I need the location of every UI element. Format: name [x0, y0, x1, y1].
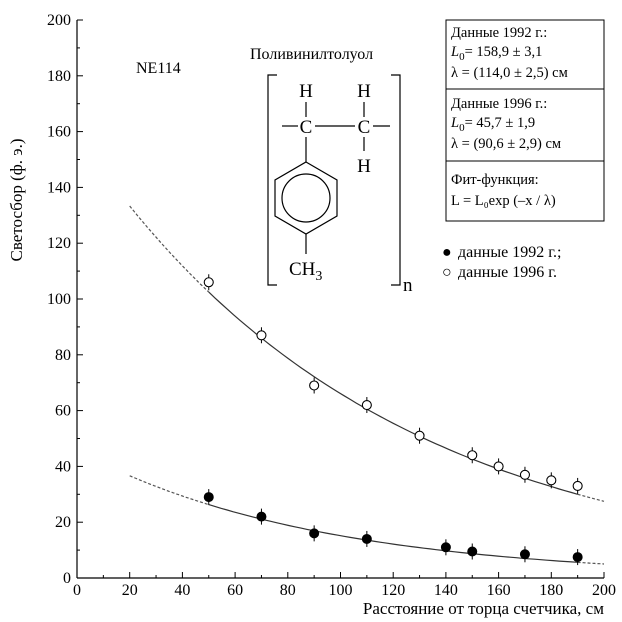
data-points [203, 274, 583, 566]
x-tick-label: 120 [381, 582, 405, 599]
info-box-1996 [445, 88, 605, 162]
legend: ● данные 1992 г.; ○ данные 1996 г. [442, 244, 561, 281]
fit-box-title: Фит-функция: [451, 172, 539, 188]
y-axis-title: Светосбор (ф. э.) [7, 139, 26, 262]
x-tick-label: 180 [539, 582, 563, 599]
benzene-inner-circle [281, 173, 331, 223]
x-tick-label: 80 [280, 582, 296, 599]
x-tick-label: 40 [174, 582, 190, 599]
x-tick-label: 60 [227, 582, 243, 599]
info-box-1992 [445, 19, 605, 90]
x-tick-label: 140 [434, 582, 458, 599]
info-boxes: Данные 1992 г.: L0= 158,9 ± 3,1 λ = (114… [445, 19, 605, 222]
data-point-1992 [309, 528, 320, 539]
legend-marker-1996: ○ [442, 264, 452, 281]
box-1996-title: Данные 1996 г.: [451, 96, 547, 112]
annotation-ne114: NE114 [136, 60, 181, 77]
repeat-n: n [403, 275, 413, 296]
x-tick-label: 200 [592, 582, 616, 599]
methyl-subscript: 3 [315, 269, 322, 284]
data-point-1996 [203, 277, 214, 288]
data-point-1996 [256, 330, 267, 341]
fit-curve-1 [208, 504, 578, 563]
fit-curves [129, 205, 605, 565]
x-tick-label: 20 [122, 582, 138, 599]
polymer-structure: Поливинилтолуол n H H C C H CH3 [250, 46, 413, 296]
x-axis-title: Расстояние от торца счетчика, см [363, 599, 604, 618]
material-name: Поливинилтолуол [250, 46, 373, 63]
y-tick-label: 160 [47, 124, 71, 141]
atom-h3: H [357, 156, 371, 177]
fit-extension-left-0 [129, 205, 210, 293]
data-point-1996 [572, 480, 583, 491]
fit-function-box [445, 160, 605, 222]
atom-h2: H [357, 81, 371, 102]
left-bracket [267, 74, 277, 286]
y-tick-label: 40 [55, 458, 71, 475]
fit-curve-0 [208, 291, 578, 495]
box-1992-l0: L0= 158,9 ± 3,1 [450, 44, 542, 63]
legend-label-1996: данные 1996 г. [458, 264, 557, 281]
benzene-ring [274, 161, 338, 235]
y-tick-label: 20 [55, 514, 71, 531]
right-bracket [391, 74, 401, 286]
fit-extension-right-0 [577, 493, 605, 502]
atom-h1: H [299, 81, 313, 102]
x-tick-label: 100 [329, 582, 353, 599]
data-point-1996 [546, 475, 557, 486]
data-point-1992 [256, 511, 267, 522]
data-point-1992 [440, 542, 451, 553]
data-point-1996 [467, 450, 478, 461]
legend-marker-1992: ● [442, 244, 452, 261]
x-tick-label: 0 [73, 582, 81, 599]
y-tick-label: 60 [55, 403, 71, 420]
x-ticks: 0 20 40 60 80 100 120 140 160 180 200 [73, 572, 616, 599]
data-point-1996 [361, 399, 372, 411]
fit-extension-right-1 [577, 561, 604, 565]
y-tick-label: 180 [47, 68, 71, 85]
atom-c2: C [358, 117, 371, 138]
data-point-1996 [414, 430, 425, 441]
atom-c1: C [300, 117, 313, 138]
box-1992-title: Данные 1992 г.: [451, 25, 547, 41]
fit-extension-left-1 [129, 475, 209, 506]
box-1992-lambda: λ = (114,0 ± 2,5) см [451, 65, 568, 81]
y-tick-label: 200 [47, 12, 71, 29]
data-point-1992 [467, 546, 478, 557]
box-1996-lambda: λ = (90,6 ± 2,9) см [451, 136, 561, 152]
data-point-1996 [519, 469, 531, 480]
fit-box-formula: L = L₀exp (–x / λ) [451, 193, 556, 209]
y-tick-label: 140 [47, 179, 71, 196]
methyl-group: CH3 [289, 259, 322, 284]
data-point-1992 [361, 533, 372, 544]
box-1996-l0: L0= 45,7 ± 1,9 [450, 115, 535, 134]
y-tick-label: 120 [47, 235, 71, 252]
legend-label-1992: данные 1992 г.; [458, 244, 561, 261]
y-ticks: 0 20 40 60 80 100 120 140 160 180 200 [47, 12, 83, 587]
data-point-1996 [493, 461, 504, 472]
data-point-1996 [309, 380, 320, 391]
data-point-1992 [203, 492, 214, 503]
data-point-1992 [519, 549, 530, 560]
y-tick-label: 100 [47, 291, 71, 308]
x-tick-label: 160 [487, 582, 511, 599]
data-point-1992 [572, 552, 583, 563]
y-tick-label: 80 [55, 347, 71, 364]
y-tick-label: 0 [63, 570, 71, 587]
